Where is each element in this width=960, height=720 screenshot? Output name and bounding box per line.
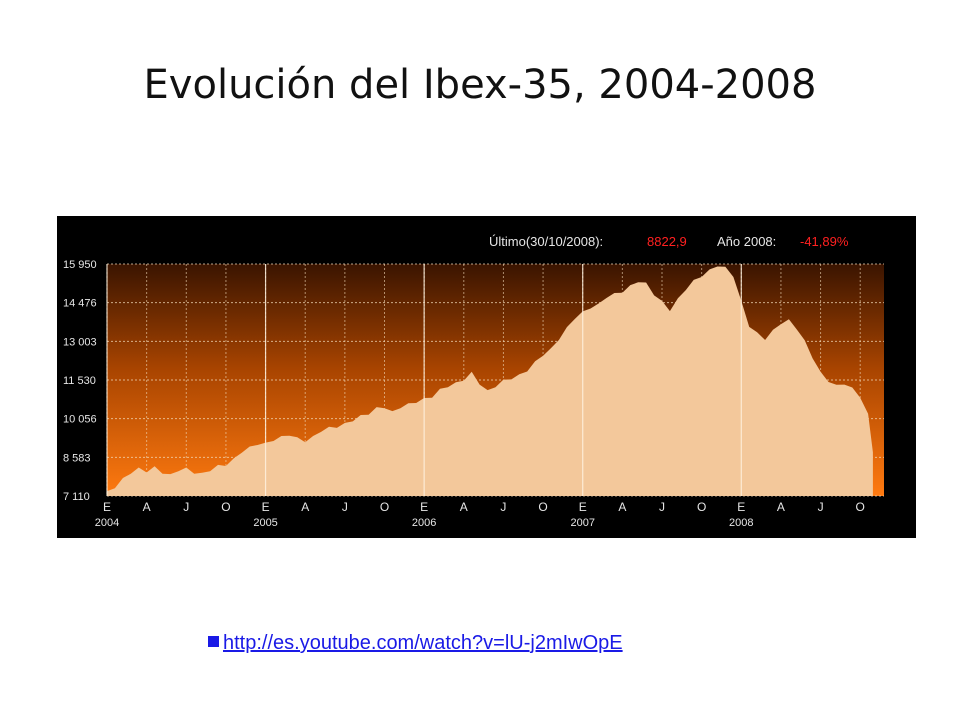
x-month-label: O: [221, 500, 230, 514]
y-tick-label: 14 476: [63, 298, 97, 310]
x-month-label: A: [301, 500, 309, 514]
price-area: [107, 266, 873, 496]
link-row: http://es.youtube.com/watch?v=lU-j2mIwOp…: [208, 632, 623, 655]
header-year-change: -41,89%: [800, 234, 849, 249]
x-year-label: 2005: [253, 517, 277, 529]
x-month-label: E: [737, 500, 745, 514]
y-tick-label: 13 003: [63, 336, 97, 348]
slide-title: Evolución del Ibex-35, 2004-2008: [143, 62, 817, 108]
youtube-link[interactable]: http://es.youtube.com/watch?v=lU-j2mIwOp…: [223, 632, 623, 654]
header-year-label: Año 2008:: [717, 234, 776, 249]
y-axis: 15 950 14 476 13 003 11 530 10 056 8 583 7 110: [63, 259, 97, 503]
x-month-label: A: [618, 500, 626, 514]
header-last-label: Último(30/10/2008):: [489, 234, 603, 249]
x-month-label: E: [420, 500, 428, 514]
x-month-label: J: [342, 500, 348, 514]
ibex-chart: 15 950 14 476 13 003 11 530 10 056 8 583 7 110…: [57, 216, 916, 538]
x-axis: E A J O E A J O E A J O E A J O E A J O 2004 2005 2006 2007 2008: [95, 500, 865, 529]
header-last-value: 8822,9: [647, 234, 687, 249]
x-month-label: O: [856, 500, 865, 514]
x-month-label: E: [579, 500, 587, 514]
x-year-label: 2006: [412, 517, 436, 529]
x-month-label: E: [103, 500, 111, 514]
bullet-icon: [208, 636, 219, 647]
x-month-label: J: [818, 500, 824, 514]
x-month-label: J: [659, 500, 665, 514]
y-tick-label: 7 110: [63, 491, 90, 503]
y-tick-label: 15 950: [63, 259, 97, 271]
chart-svg: 15 950 14 476 13 003 11 530 10 056 8 583 7 110…: [63, 234, 884, 529]
x-month-label: A: [460, 500, 468, 514]
x-month-label: A: [143, 500, 151, 514]
x-month-label: O: [697, 500, 706, 514]
x-month-label: J: [500, 500, 506, 514]
x-year-label: 2007: [570, 517, 594, 529]
y-tick-label: 8 583: [63, 452, 91, 464]
y-tick-label: 11 530: [63, 375, 96, 387]
x-month-label: E: [262, 500, 270, 514]
x-month-label: A: [777, 500, 785, 514]
year-lines: [106, 264, 742, 496]
x-month-label: O: [538, 500, 547, 514]
x-month-label: O: [380, 500, 389, 514]
y-tick-label: 10 056: [63, 414, 97, 426]
x-month-label: J: [183, 500, 189, 514]
x-year-label: 2008: [729, 517, 753, 529]
x-year-label: 2004: [95, 517, 119, 529]
